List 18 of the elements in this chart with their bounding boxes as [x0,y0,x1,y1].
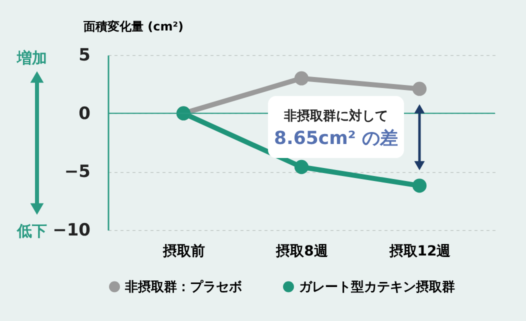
y-tick-label: −10 [52,220,91,240]
x-tick-label: 摂取12週 [388,244,452,260]
x-tick-label: 摂取前 [162,244,206,260]
text: 増加 [16,49,47,67]
text: 低下 [16,222,47,240]
legend-label: ガレート型カテキン摂取群 [299,280,455,295]
annotation: 非摂取群に対して [283,108,388,124]
legend-label: 非摂取群：プラセボ [124,278,242,295]
y-tick-label: −5 [64,162,90,182]
y-tick-label: 5 [78,46,90,66]
x-tick-label: 摂取8週 [275,244,329,260]
point [294,71,309,86]
point [412,82,427,96]
y-axis-title: 面積変化量 (cm²) [82,20,184,34]
point [294,160,309,174]
point [412,178,427,193]
annotation: 8.65cm² の差 [274,128,398,149]
y-tick-label: 0 [78,104,91,124]
